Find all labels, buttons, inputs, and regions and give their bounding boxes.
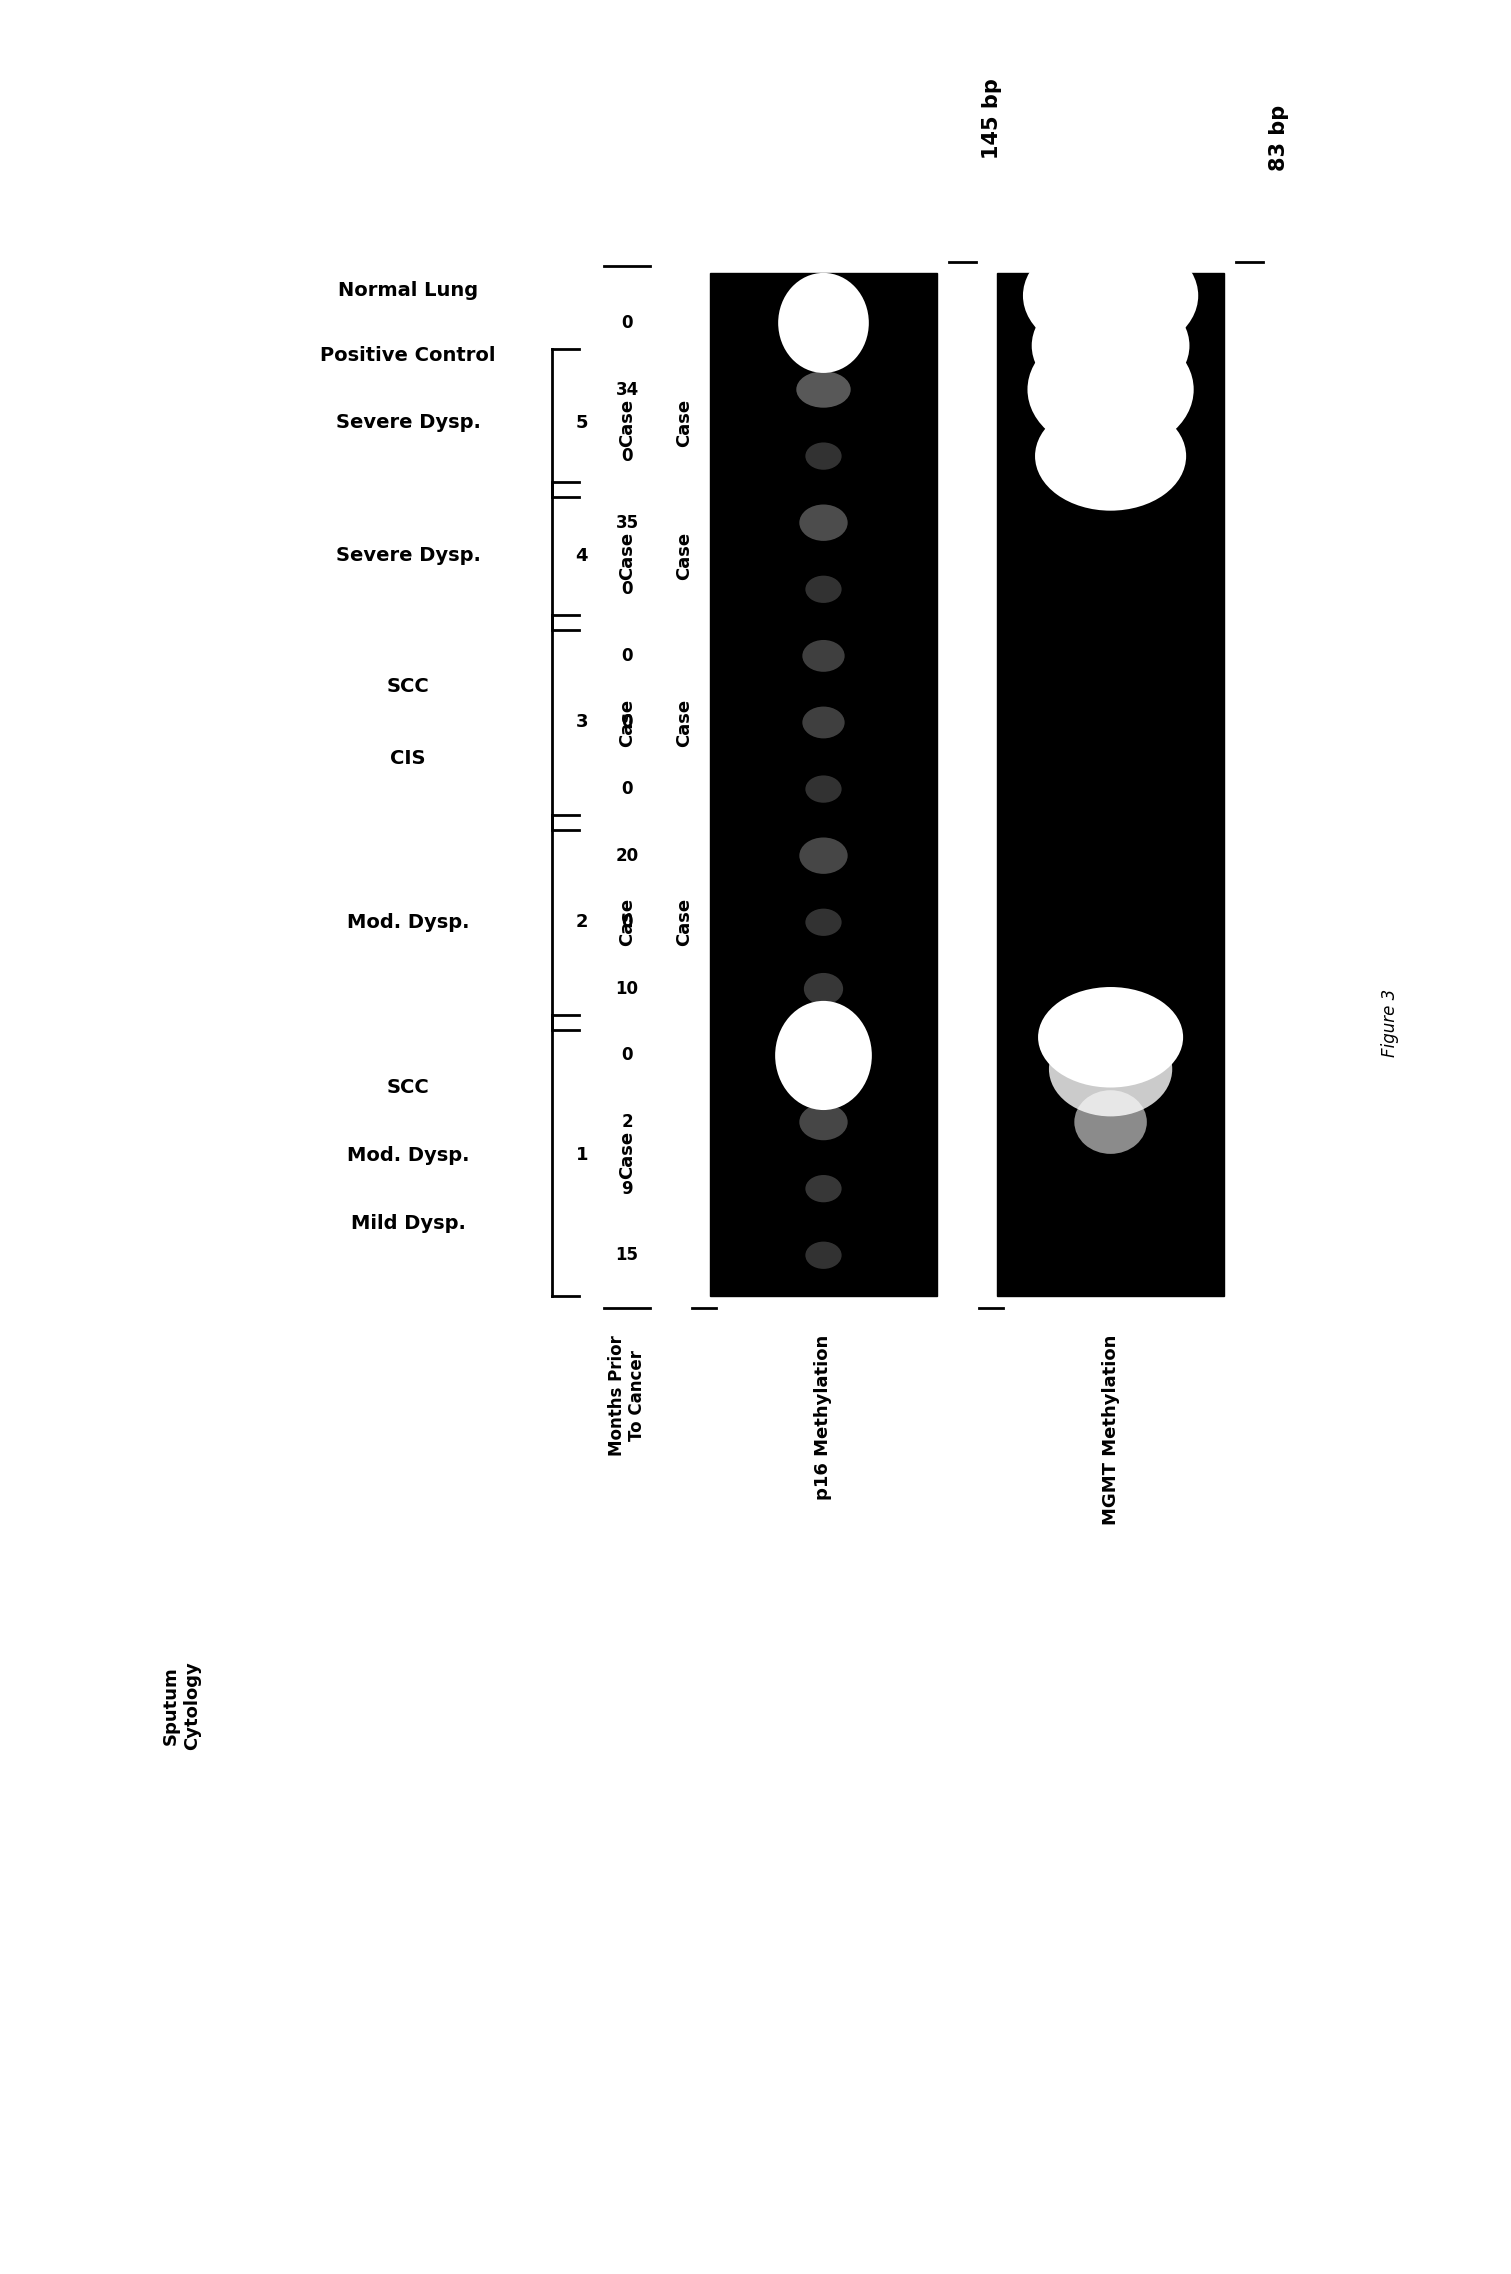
Text: Severe Dysp.: Severe Dysp. [335,414,480,432]
Text: Case: Case [618,398,636,448]
Text: 10: 10 [615,980,639,998]
Text: 0: 0 [621,714,633,732]
Ellipse shape [799,505,848,541]
Text: 3: 3 [576,714,588,732]
Text: 1: 1 [576,1146,588,1164]
Ellipse shape [1023,234,1198,357]
Text: Mod. Dysp.: Mod. Dysp. [346,912,470,932]
Text: 4: 4 [576,548,588,564]
Text: Case: Case [675,398,694,448]
Ellipse shape [1074,1089,1147,1153]
Text: SCC: SCC [387,1078,429,1096]
Ellipse shape [1038,987,1183,1087]
Text: 0: 0 [621,1046,633,1064]
Text: 15: 15 [615,1246,639,1264]
Ellipse shape [778,273,869,373]
Text: Figure 3: Figure 3 [1381,989,1399,1057]
Text: 5: 5 [576,414,588,432]
Text: Severe Dysp.: Severe Dysp. [335,546,480,566]
Text: Normal Lung: Normal Lung [338,282,477,300]
Text: 0: 0 [621,914,633,932]
Ellipse shape [804,973,843,1005]
Text: Positive Control: Positive Control [320,346,496,364]
Text: 83 bp: 83 bp [1269,105,1289,171]
Text: 34: 34 [615,380,639,398]
Text: Case: Case [675,532,694,580]
Text: 0: 0 [621,448,633,466]
Text: 35: 35 [615,514,639,532]
Text: Sputum
Cytology: Sputum Cytology [162,1660,201,1751]
Text: Case: Case [675,898,694,946]
Ellipse shape [802,639,845,671]
Text: 0: 0 [621,780,633,798]
Text: 0: 0 [621,580,633,598]
Text: 145 bp: 145 bp [982,77,1002,159]
Text: CIS: CIS [390,750,426,769]
Ellipse shape [799,837,848,873]
Ellipse shape [775,1001,872,1110]
Text: Case: Case [618,898,636,946]
Text: 2: 2 [621,1112,633,1130]
Ellipse shape [805,575,842,603]
Text: Case: Case [618,698,636,746]
Ellipse shape [805,775,842,803]
Ellipse shape [805,443,842,471]
Text: Months Prior
To Cancer: Months Prior To Cancer [607,1335,647,1455]
Text: 9: 9 [621,1180,633,1198]
Ellipse shape [802,707,845,739]
Text: Case: Case [675,698,694,746]
Text: 2: 2 [576,914,588,932]
Text: p16 Methylation: p16 Methylation [814,1335,833,1501]
Bar [997,273,1224,1296]
Text: 0: 0 [621,646,633,664]
Ellipse shape [799,1103,848,1139]
Ellipse shape [1035,402,1186,512]
Ellipse shape [1027,325,1194,453]
Text: Case: Case [618,1130,636,1180]
Ellipse shape [1032,287,1189,405]
Text: 0: 0 [621,314,633,332]
Text: SCC: SCC [387,678,429,696]
Ellipse shape [805,910,842,937]
Ellipse shape [796,371,851,407]
Ellipse shape [805,1176,842,1203]
Text: Mild Dysp.: Mild Dysp. [351,1214,465,1233]
Text: Mod. Dysp.: Mod. Dysp. [346,1146,470,1164]
Ellipse shape [805,1242,842,1269]
Bar [710,273,937,1296]
Ellipse shape [1049,1021,1173,1117]
Text: Case: Case [618,532,636,580]
Text: 20: 20 [615,846,639,864]
Text: MGMT Methylation: MGMT Methylation [1102,1335,1120,1526]
